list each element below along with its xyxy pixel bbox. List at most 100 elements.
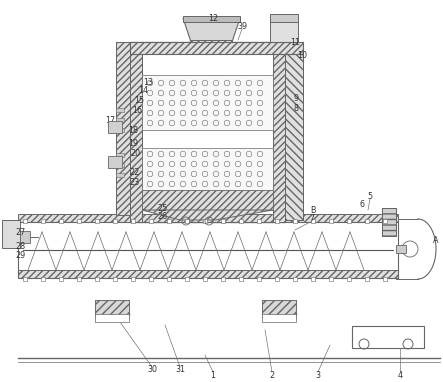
Bar bbox=[149, 219, 153, 223]
Bar bbox=[239, 219, 243, 223]
Bar bbox=[191, 40, 232, 47]
Text: 3: 3 bbox=[315, 371, 320, 379]
Text: 15: 15 bbox=[134, 96, 144, 105]
Bar bbox=[347, 219, 351, 223]
Bar bbox=[20, 231, 30, 243]
Bar bbox=[116, 42, 130, 215]
Text: 2: 2 bbox=[269, 371, 275, 379]
Bar bbox=[23, 219, 27, 223]
Bar bbox=[239, 277, 243, 281]
Text: 6: 6 bbox=[360, 199, 365, 209]
Bar bbox=[396, 245, 406, 253]
Text: 12: 12 bbox=[208, 13, 218, 23]
Bar bbox=[108, 121, 122, 133]
Bar bbox=[23, 277, 27, 281]
Bar bbox=[95, 300, 129, 314]
Bar bbox=[352, 326, 424, 348]
Bar bbox=[270, 18, 298, 50]
Bar bbox=[347, 277, 351, 281]
Bar bbox=[257, 219, 261, 223]
Text: 18: 18 bbox=[128, 126, 138, 134]
Bar bbox=[116, 163, 124, 167]
Bar bbox=[167, 219, 171, 223]
Text: 5: 5 bbox=[367, 191, 373, 201]
Text: 26: 26 bbox=[157, 212, 167, 220]
Bar bbox=[329, 219, 333, 223]
Bar bbox=[285, 42, 303, 220]
Bar bbox=[95, 219, 99, 223]
Bar bbox=[18, 214, 398, 222]
Bar bbox=[142, 190, 273, 210]
Bar bbox=[293, 277, 297, 281]
Bar bbox=[18, 222, 398, 278]
Text: 13: 13 bbox=[143, 78, 153, 86]
Text: 29: 29 bbox=[15, 251, 25, 261]
Bar bbox=[275, 277, 279, 281]
Bar bbox=[382, 208, 396, 236]
Bar bbox=[365, 219, 369, 223]
Bar bbox=[116, 108, 124, 112]
Text: 27: 27 bbox=[15, 228, 25, 236]
Bar bbox=[262, 300, 296, 314]
Bar bbox=[311, 277, 315, 281]
Bar bbox=[142, 148, 273, 195]
Bar bbox=[130, 42, 303, 54]
Polygon shape bbox=[183, 18, 240, 42]
Bar bbox=[95, 300, 129, 318]
Text: 39: 39 bbox=[237, 21, 247, 31]
Text: 7: 7 bbox=[310, 214, 315, 222]
Bar bbox=[116, 153, 124, 157]
Text: 21: 21 bbox=[113, 159, 123, 167]
Bar bbox=[275, 219, 279, 223]
Bar bbox=[95, 277, 99, 281]
Text: 31: 31 bbox=[175, 366, 185, 374]
Bar bbox=[149, 277, 153, 281]
Text: 23: 23 bbox=[129, 178, 139, 186]
Bar bbox=[293, 219, 297, 223]
Bar bbox=[77, 277, 81, 281]
Bar bbox=[59, 277, 63, 281]
Text: 1: 1 bbox=[210, 371, 215, 379]
Text: 28: 28 bbox=[15, 241, 25, 251]
Bar bbox=[130, 42, 285, 54]
Text: 10: 10 bbox=[297, 50, 307, 60]
Text: 16: 16 bbox=[132, 105, 142, 115]
Text: 11: 11 bbox=[290, 37, 300, 47]
Bar bbox=[59, 219, 63, 223]
Bar bbox=[382, 208, 396, 236]
Text: A: A bbox=[433, 235, 439, 244]
Text: 17: 17 bbox=[105, 115, 115, 125]
Bar bbox=[221, 219, 225, 223]
Bar bbox=[2, 220, 20, 248]
Bar bbox=[185, 219, 189, 223]
Bar bbox=[131, 219, 135, 223]
Bar bbox=[116, 128, 124, 132]
Bar bbox=[108, 156, 122, 168]
Bar bbox=[365, 277, 369, 281]
Bar bbox=[191, 40, 232, 47]
Bar bbox=[273, 42, 285, 222]
Bar bbox=[113, 219, 117, 223]
Bar bbox=[383, 277, 387, 281]
Bar bbox=[116, 118, 124, 122]
Bar bbox=[221, 277, 225, 281]
Bar bbox=[142, 75, 273, 130]
Bar bbox=[270, 14, 298, 22]
Bar bbox=[130, 42, 285, 222]
Bar bbox=[311, 219, 315, 223]
Bar bbox=[116, 42, 130, 215]
Text: 30: 30 bbox=[147, 366, 157, 374]
Text: 8: 8 bbox=[294, 104, 299, 113]
Text: 25: 25 bbox=[157, 204, 167, 212]
Text: 19: 19 bbox=[128, 139, 138, 147]
Text: 20: 20 bbox=[130, 149, 140, 157]
Bar bbox=[383, 219, 387, 223]
Bar bbox=[113, 277, 117, 281]
Polygon shape bbox=[142, 210, 273, 220]
Bar bbox=[116, 173, 124, 177]
Bar bbox=[95, 314, 129, 322]
Bar bbox=[329, 277, 333, 281]
Bar bbox=[142, 54, 273, 210]
Bar bbox=[41, 277, 45, 281]
Bar bbox=[203, 277, 207, 281]
